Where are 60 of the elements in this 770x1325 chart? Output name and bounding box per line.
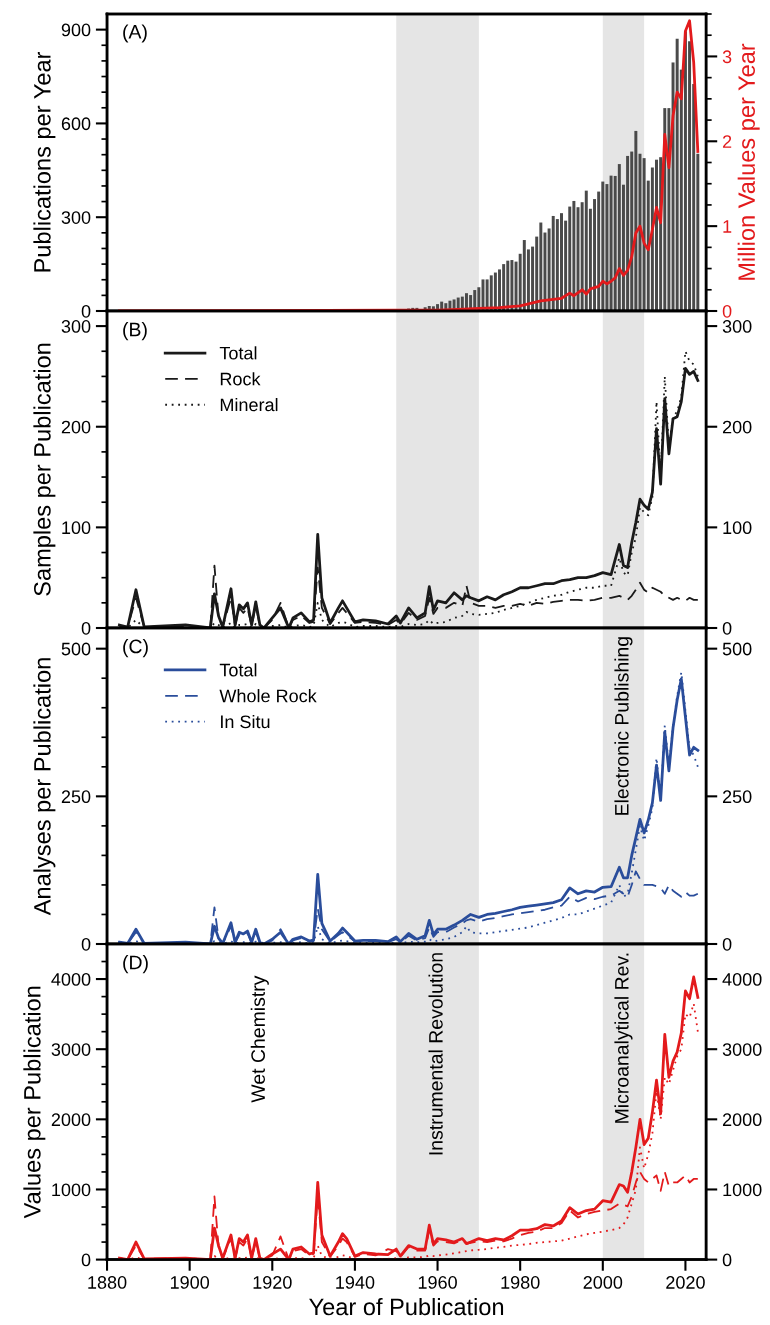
y-tick-label: 0 — [81, 304, 91, 318]
y-tick-label: 1000 — [52, 1183, 91, 1197]
x-tick-label: 1880 — [88, 1276, 127, 1289]
y-tick-label: 300 — [61, 211, 91, 224]
y2-tick-label: 500 — [722, 642, 752, 656]
legend-label: In Situ — [221, 714, 270, 729]
annotation: Wet Chemistry — [250, 975, 269, 1103]
legend-label: Whole Rock — [219, 689, 317, 703]
y2-tick-label: 250 — [722, 790, 752, 804]
y2-tick-label: 2000 — [722, 1113, 762, 1127]
band-label: Microanalytical Rev. — [614, 953, 633, 1123]
y-tick-label: 3000 — [51, 1043, 91, 1056]
y2-tick-label: 4000 — [722, 973, 762, 986]
text: (C) — [123, 639, 148, 658]
y2-tick-label: 2 — [722, 135, 732, 148]
text: (D) — [123, 955, 148, 974]
y-tick-label: 2000 — [51, 1113, 91, 1127]
y-axis-title: Publications per Year — [33, 51, 56, 272]
y-tick-label: 0 — [81, 1253, 91, 1267]
y-tick-label: 0 — [81, 621, 91, 635]
y-tick-label: 4000 — [51, 973, 91, 986]
x-axis-title: Year of Publication — [309, 1297, 504, 1316]
y-axis-title: Analyses per Publication — [33, 658, 56, 916]
x-tick-label: 2000 — [583, 1276, 623, 1289]
band-label: Instrumental Revolution — [428, 953, 443, 1155]
text: (B) — [123, 322, 147, 341]
y2-tick-label: 100 — [723, 521, 752, 535]
y-tick-label: 0 — [81, 937, 91, 951]
legend-label: Rock — [220, 372, 261, 386]
legend-label: Total — [219, 663, 257, 677]
x-tick-label: 1960 — [418, 1276, 457, 1289]
x-tick-label: 1940 — [336, 1276, 375, 1289]
y-tick-label: 200 — [61, 420, 91, 434]
x-tick-label: 2020 — [666, 1276, 705, 1289]
x-tick-label: 1900 — [170, 1276, 210, 1289]
y-tick-label: 600 — [61, 117, 91, 131]
y2-tick-label: 1 — [723, 220, 732, 233]
y-tick-label: 500 — [61, 642, 91, 656]
y-tick-label: 250 — [61, 790, 91, 804]
band-label: Electronic Publishing — [614, 637, 633, 815]
text: (A) — [123, 24, 147, 43]
y2-tick-label: 3000 — [722, 1043, 762, 1056]
y2-tick-label: 300 — [722, 320, 752, 333]
y2-tick-label: 0 — [722, 937, 732, 951]
y2-tick-label: 0 — [722, 304, 732, 318]
y-tick-label: 300 — [61, 320, 91, 333]
y2-tick-label: 0 — [722, 621, 732, 635]
x-tick-label: 1980 — [501, 1276, 540, 1289]
y2-tick-label: 200 — [722, 420, 752, 434]
y2-tick-label: 1000 — [723, 1183, 762, 1197]
y-axis-title: Samples per Publication — [33, 343, 56, 596]
legend-label: Mineral — [220, 397, 278, 412]
y-axis-title: Values per Publication — [23, 986, 46, 1219]
y2-tick-label: 0 — [722, 1253, 732, 1267]
y-tick-label: 900 — [61, 23, 91, 37]
y2-axis-title: Million Values per Year — [737, 43, 760, 280]
x-tick-label: 1920 — [253, 1276, 292, 1289]
y-tick-label: 100 — [62, 521, 91, 535]
y2-tick-label: 3 — [722, 50, 732, 64]
legend-label: Total — [219, 346, 257, 360]
